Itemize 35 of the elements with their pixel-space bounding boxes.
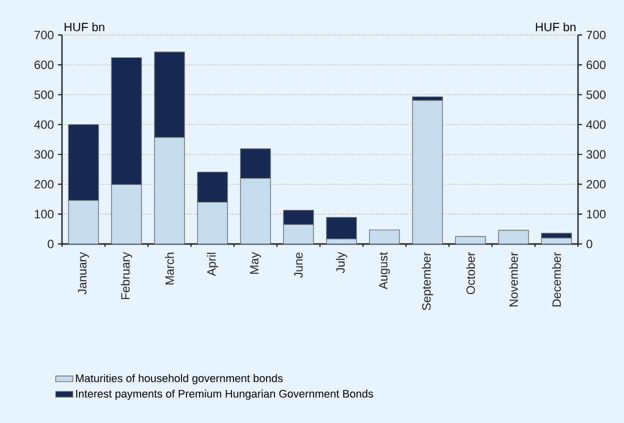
y-tick-label: 300 — [586, 150, 606, 159]
y2-tick-label: 200 — [34, 180, 54, 189]
y2-tick-label: 700 — [34, 30, 54, 40]
legend-label: Maturities of household government bonds — [76, 374, 283, 384]
text: HUF bn — [64, 22, 104, 32]
x-tick-label: January — [78, 252, 89, 295]
x-tick-label: June — [294, 252, 303, 278]
y-tick-label: 700 — [586, 30, 606, 40]
x-tick-label: July — [336, 252, 348, 274]
y2-tick-label: 100 — [34, 210, 54, 218]
x-tick-label: September — [422, 252, 434, 310]
y-tick-label: 100 — [586, 210, 606, 218]
x-tick-label: February — [120, 252, 132, 300]
x-tick-label: May — [250, 252, 261, 274]
y-tick-label: 0 — [586, 240, 592, 248]
y2-tick-label: 600 — [34, 60, 54, 70]
y2-tick-label: 400 — [34, 120, 54, 129]
x-tick-label: March — [165, 252, 174, 284]
y2-tick-label: 300 — [34, 150, 54, 159]
x-tick-label: August — [379, 252, 390, 290]
x-tick-label: April — [206, 252, 218, 276]
y-tick-label: 200 — [586, 180, 606, 189]
bar — [369, 230, 400, 244]
legend-label: Interest payments of Premium Hungarian Government Bonds — [76, 390, 374, 400]
bar — [455, 236, 486, 244]
x-tick-label: October — [466, 252, 475, 294]
y-tick-label: 400 — [586, 120, 606, 129]
y2-tick-label: 0 — [48, 240, 54, 248]
y-tick-label: 600 — [586, 60, 606, 70]
x-tick-label: November — [509, 252, 518, 306]
bar — [498, 230, 529, 244]
text: HUF bn — [536, 22, 576, 32]
x-tick-label: December — [552, 252, 561, 306]
y-tick-label: 500 — [586, 90, 606, 99]
y2-tick-label: 500 — [34, 90, 54, 99]
